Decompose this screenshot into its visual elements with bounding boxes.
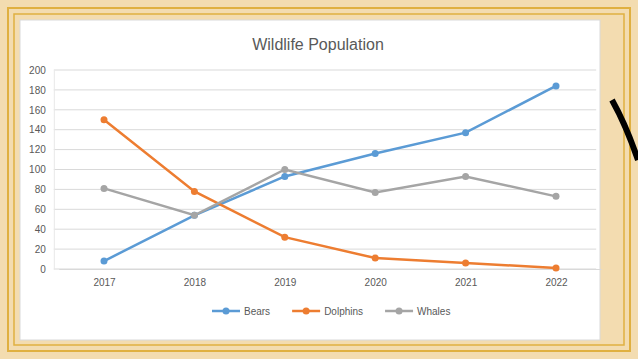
y-axis: 0 20 40 60 80 100 120 140 160 180 200 [29, 65, 54, 275]
marker [191, 212, 198, 219]
y-tick: 180 [29, 85, 54, 96]
y-tick-label: 40 [35, 224, 47, 235]
frame-outer [8, 8, 630, 351]
marker [281, 173, 288, 180]
x-axis-line [59, 269, 601, 270]
grid-line [54, 109, 596, 110]
legend-label: Bears [244, 306, 270, 317]
legend-marker [303, 308, 310, 315]
grid-line [54, 229, 596, 230]
x-axis: 2017 2018 2019 2020 2021 2022 [59, 269, 601, 288]
y-tick-label: 20 [35, 244, 47, 255]
x-tick: 2020 [365, 269, 388, 288]
marker [553, 265, 560, 272]
y-tick: 60 [35, 204, 54, 215]
y-tick: 100 [29, 164, 54, 175]
chart: Wildlife Population 0 20 40 60 80 100 120 140 160… [0, 0, 638, 359]
legend-label: Whales [417, 306, 450, 317]
x-tick: 2021 [455, 269, 478, 288]
marker [191, 212, 198, 219]
x-tick-label: 2020 [365, 277, 388, 288]
background [0, 0, 638, 359]
marker [281, 234, 288, 241]
legend-item: Bears [212, 306, 270, 317]
grid-line [54, 169, 596, 170]
y-tick: 20 [35, 244, 54, 255]
x-tick: 2019 [274, 269, 297, 288]
series-line [104, 120, 556, 268]
x-tick: 2018 [184, 269, 207, 288]
series-line [104, 170, 556, 216]
marker [372, 150, 379, 157]
marker [372, 255, 379, 262]
y-tick: 160 [29, 105, 54, 116]
x-tick: 2022 [545, 269, 568, 288]
y-tick: 40 [35, 224, 54, 235]
legend-marker [396, 308, 403, 315]
legend: Bears Dolphins Whales [212, 306, 450, 317]
y-tick-label: 140 [29, 124, 46, 135]
chart-area [20, 20, 600, 340]
grid-line [54, 129, 596, 130]
grid-line [54, 249, 596, 250]
y-tick: 120 [29, 144, 54, 155]
y-tick-label: 80 [35, 184, 47, 195]
grid-line [54, 149, 596, 150]
marker [462, 129, 469, 136]
title: Wildlife Population [252, 36, 384, 53]
marker [101, 258, 108, 265]
y-tick-label: 0 [40, 264, 46, 275]
y-tick: 140 [29, 124, 54, 135]
marker [101, 185, 108, 192]
y-tick-label: 120 [29, 144, 46, 155]
x-tick-label: 2017 [93, 277, 116, 288]
legend-marker [223, 308, 230, 315]
marker [553, 193, 560, 200]
x-tick-label: 2019 [274, 277, 297, 288]
y-axis-line [54, 71, 55, 270]
frame-inner [14, 14, 624, 345]
y-tick: 200 [29, 65, 54, 76]
x-tick-label: 2018 [184, 277, 207, 288]
grid-line [54, 209, 596, 210]
y-tick-label: 200 [29, 65, 46, 76]
grid-line [54, 89, 596, 90]
y-tick: 0 [40, 264, 54, 275]
grid [54, 70, 596, 269]
y-tick-label: 60 [35, 204, 47, 215]
x-tick: 2017 [93, 269, 116, 288]
marker [281, 166, 288, 173]
y-tick-label: 160 [29, 105, 46, 116]
legend-label: Dolphins [324, 306, 363, 317]
legend-item: Dolphins [292, 306, 363, 317]
legend-item: Whales [385, 306, 450, 317]
y-tick: 80 [35, 184, 54, 195]
marker [462, 173, 469, 180]
grid-line [54, 189, 596, 190]
x-tick-label: 2021 [455, 277, 478, 288]
grid-line [54, 70, 596, 71]
marker [462, 260, 469, 267]
marker [101, 116, 108, 123]
marker [372, 189, 379, 196]
decoration [612, 100, 638, 160]
marker [553, 82, 560, 89]
x-tick-label: 2022 [545, 277, 568, 288]
marker [191, 188, 198, 195]
y-tick-label: 100 [29, 164, 46, 175]
plot [101, 82, 560, 271]
y-tick-label: 180 [29, 85, 46, 96]
